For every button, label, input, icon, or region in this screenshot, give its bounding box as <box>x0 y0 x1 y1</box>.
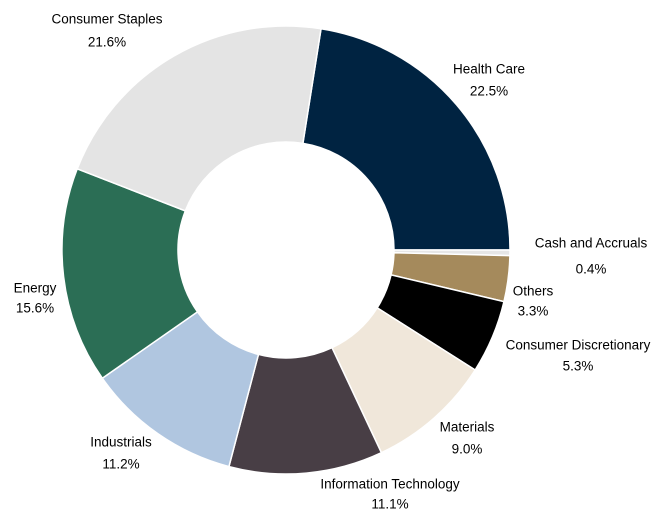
slice-label: Consumer Discretionary <box>506 338 651 353</box>
slice-label: Industrials <box>90 435 152 450</box>
slice-value: 11.2% <box>102 457 139 472</box>
slice-label: Cash and Accruals <box>535 236 648 251</box>
slice-value: 0.4% <box>576 262 607 277</box>
slice-value: 9.0% <box>452 442 483 457</box>
slice-value: 22.5% <box>470 84 508 99</box>
slice-value: 11.1% <box>371 497 408 512</box>
slice-label: Health Care <box>453 62 525 77</box>
slice-label: Information Technology <box>320 477 460 492</box>
slice-value: 3.3% <box>518 304 549 319</box>
slice-label: Others <box>513 284 554 299</box>
donut-slice <box>302 27 511 251</box>
slice-value: 15.6% <box>16 301 54 316</box>
slice-value: 21.6% <box>88 35 126 50</box>
slice-label: Energy <box>14 281 57 296</box>
slice-value: 5.3% <box>563 359 594 374</box>
donut-slice <box>61 167 199 380</box>
slice-label: Materials <box>440 420 495 435</box>
slice-label: Consumer Staples <box>51 12 162 27</box>
donut-slice <box>76 25 322 212</box>
